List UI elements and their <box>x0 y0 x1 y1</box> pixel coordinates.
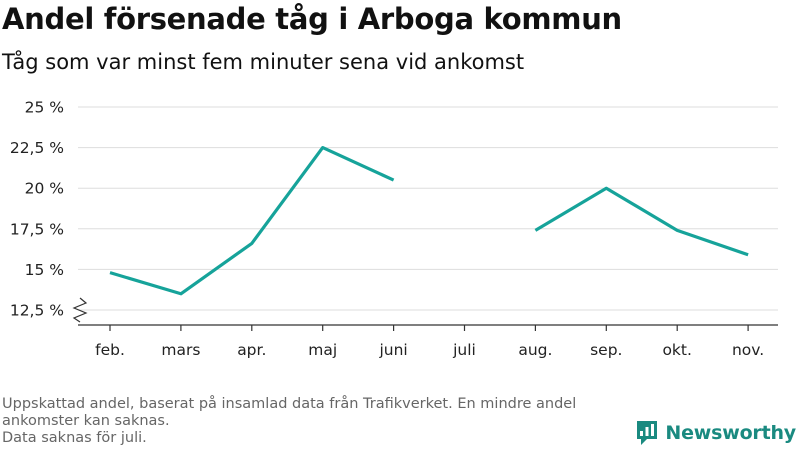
x-tick-label: mars <box>161 341 200 359</box>
y-tick-label: 22,5 % <box>10 139 64 157</box>
chart-title: Andel försenade tåg i Arboga kommun <box>2 2 622 36</box>
footer-note-line-2: Data saknas för juli. <box>2 430 147 446</box>
x-tick-label: sep. <box>590 341 622 359</box>
brand-name: Newsworthy <box>665 422 796 444</box>
y-tick-label: 15 % <box>25 261 64 279</box>
x-tick-label: feb. <box>95 341 125 359</box>
y-tick-label: 25 % <box>25 99 64 117</box>
y-tick-label: 12,5 % <box>10 302 64 320</box>
chart-subtitle: Tåg som var minst fem minuter sena vid a… <box>2 50 525 74</box>
series-line-segment <box>109 146 395 296</box>
line-chart: 12,5 % 15 % 17,5 % 20 % 22,5 % 25 % feb. mars ap… <box>10 99 778 359</box>
footer-note-line-1: Uppskattad andel, baserat på insamlad da… <box>2 396 577 429</box>
x-tick-label: juli <box>452 341 476 359</box>
x-tick-label: aug. <box>518 341 552 359</box>
x-tick-label: juni <box>378 341 407 359</box>
x-tick-label: okt. <box>662 341 691 359</box>
brand-logo: Newsworthy <box>635 418 796 448</box>
axis-break-icon <box>72 297 88 323</box>
footer-note: Uppskattad andel, baserat på insamlad da… <box>2 396 632 447</box>
x-tick-label: apr. <box>237 341 266 359</box>
y-tick-label: 17,5 % <box>10 220 64 238</box>
y-tick-label: 20 % <box>25 180 64 198</box>
series-line-segment <box>534 186 749 257</box>
x-tick-label: maj <box>308 341 337 359</box>
x-tick-label: nov. <box>732 341 764 359</box>
newsworthy-logo-icon <box>637 421 658 445</box>
